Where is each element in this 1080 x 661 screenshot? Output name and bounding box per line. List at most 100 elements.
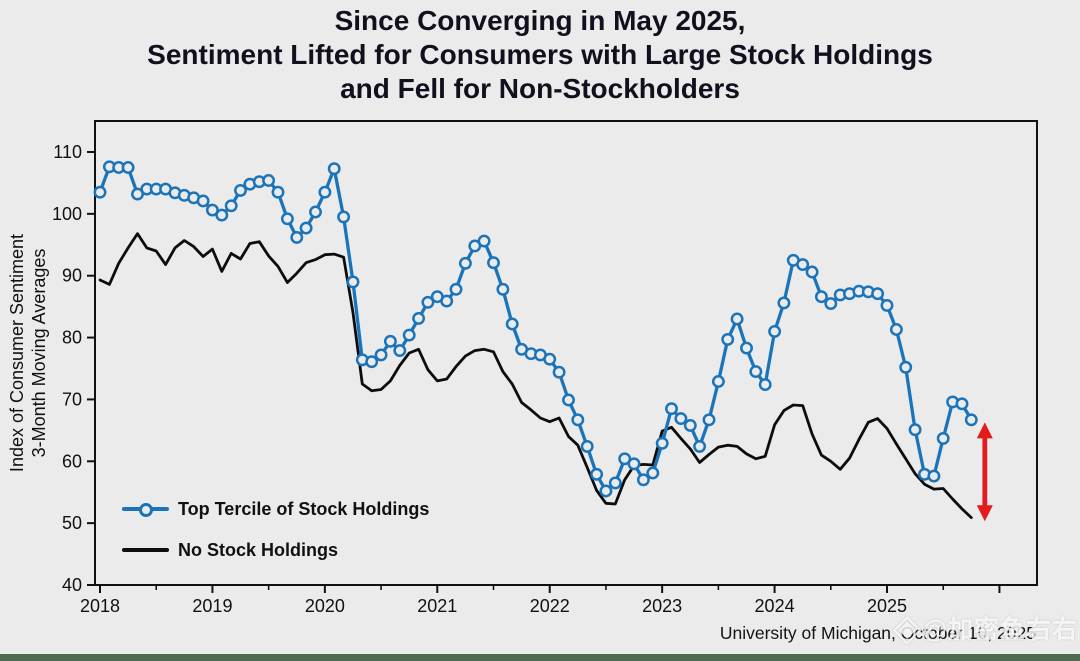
data-point-marker	[749, 365, 763, 379]
data-point-marker	[562, 393, 575, 407]
legend-line-black	[122, 548, 169, 552]
data-point-marker	[665, 402, 678, 416]
data-point-marker	[458, 256, 472, 270]
data-point-marker	[927, 469, 941, 483]
legend-item-no-stock: No Stock Holdings	[122, 538, 429, 562]
x-tick-label: 2021	[417, 596, 457, 616]
data-point-marker	[487, 256, 500, 270]
watermark-diamond-icon: ◈	[893, 607, 922, 648]
legend-circle-marker-icon	[139, 503, 153, 517]
data-point-marker	[599, 484, 613, 498]
data-point-marker	[131, 187, 144, 201]
data-point-marker	[871, 287, 885, 301]
legend-item-top-tercile: Top Tercile of Stock Holdings	[122, 497, 429, 521]
watermark-text: @加密鱼右右	[922, 616, 1078, 644]
y-tick-label: 40	[62, 575, 82, 595]
data-point-marker	[683, 418, 697, 432]
data-point-marker	[646, 466, 660, 480]
x-tick-label: 2020	[305, 596, 345, 616]
data-point-marker	[205, 203, 219, 217]
data-point-marker	[805, 265, 819, 279]
data-point-marker	[824, 297, 838, 311]
data-point-marker	[552, 365, 566, 379]
data-point-marker	[215, 208, 229, 222]
data-point-marker	[412, 311, 426, 325]
y-tick-label: 70	[62, 389, 82, 409]
data-point-marker	[280, 212, 294, 226]
watermark: ◈ @加密鱼右右	[893, 608, 1078, 648]
x-tick-label: 2018	[80, 596, 120, 616]
y-tick-label: 90	[62, 266, 82, 286]
legend-swatch-no-stock	[122, 538, 169, 562]
data-point-marker	[936, 431, 950, 445]
data-point-marker	[496, 282, 510, 296]
data-point-marker	[889, 323, 903, 336]
x-tick-label: 2022	[530, 596, 570, 616]
data-point-marker	[224, 199, 238, 213]
data-point-marker	[590, 467, 604, 481]
data-point-marker	[262, 174, 276, 187]
data-point-marker	[290, 230, 304, 244]
data-point-marker	[908, 423, 922, 437]
chart-legend: Top Tercile of Stock Holdings No Stock H…	[122, 497, 429, 579]
data-point-marker	[234, 183, 247, 197]
plot-frame	[94, 120, 1038, 586]
chart-title-line1: Since Converging in May 2025,	[334, 5, 746, 36]
data-point-marker	[477, 234, 491, 248]
data-point-marker	[655, 436, 669, 450]
chart-title: Since Converging in May 2025, Sentiment …	[0, 4, 1080, 106]
data-point-marker	[505, 317, 519, 331]
data-point-marker	[608, 476, 622, 490]
data-point-marker	[711, 375, 725, 388]
data-point-marker	[421, 295, 435, 309]
data-point-marker	[402, 328, 416, 342]
data-point-marker	[346, 275, 360, 289]
data-point-marker	[440, 294, 454, 308]
data-point-marker	[365, 355, 379, 369]
data-point-marker	[955, 397, 969, 411]
chart-title-line2: Sentiment Lifted for Consumers with Larg…	[147, 39, 933, 70]
data-point-marker	[93, 185, 107, 199]
y-tick-label: 50	[62, 513, 82, 533]
source-note: University of Michigan, October 10, 2025	[719, 623, 1036, 643]
data-point-marker	[814, 290, 828, 304]
data-point-marker	[383, 334, 397, 348]
data-point-marker	[318, 185, 332, 199]
data-point-marker	[393, 344, 407, 358]
x-tick-label: 2019	[192, 596, 232, 616]
data-point-marker	[964, 413, 978, 427]
data-point-marker	[196, 194, 210, 208]
data-point-marker	[580, 439, 594, 453]
divergence-arrow-head-up	[976, 422, 993, 439]
data-point-marker	[627, 457, 641, 471]
footer-bar	[0, 654, 1080, 661]
legend-label-top-tercile: Top Tercile of Stock Holdings	[178, 498, 430, 519]
data-point-marker	[337, 210, 351, 224]
y-axis-title-line2: 3-Month Moving Averages	[29, 249, 49, 458]
y-tick-label: 100	[52, 204, 82, 224]
data-point-marker	[571, 413, 585, 427]
data-point-marker	[374, 348, 388, 362]
series-line-no-stock	[98, 232, 973, 519]
y-tick-label: 80	[62, 328, 82, 348]
y-tick-label: 110	[53, 142, 82, 162]
data-point-marker	[543, 352, 557, 366]
x-tick-label: 2023	[642, 596, 682, 616]
data-point-marker	[768, 324, 782, 338]
data-point-marker	[899, 360, 913, 374]
data-point-marker	[121, 161, 135, 174]
data-point-marker	[674, 412, 688, 426]
data-point-marker	[693, 439, 707, 453]
data-point-marker	[758, 378, 772, 392]
x-tick-label: 2024	[755, 596, 795, 616]
y-tick-label: 60	[62, 451, 82, 471]
data-point-marker	[796, 258, 810, 272]
data-point-marker	[636, 473, 650, 487]
data-point-marker	[740, 341, 753, 355]
data-point-marker	[702, 413, 716, 427]
series-line-top-tercile	[98, 165, 973, 493]
data-point-marker	[309, 205, 322, 219]
data-point-marker	[299, 221, 313, 235]
